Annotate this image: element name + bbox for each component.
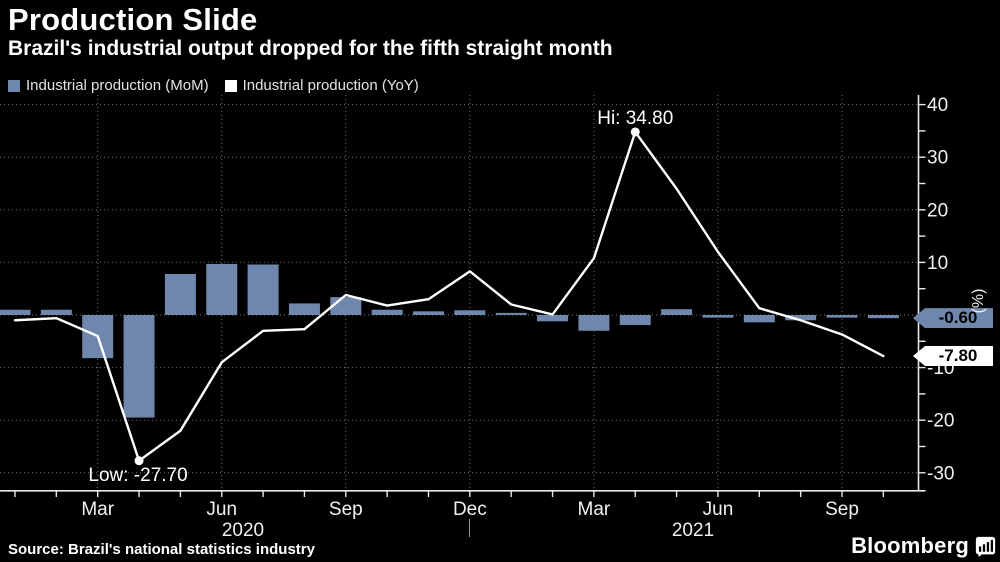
mom-bar-dec-2020 <box>454 310 486 315</box>
y-axis-unit-label: (%) <box>970 288 987 314</box>
low-annotation: Low: -27.70 <box>88 464 188 486</box>
source-note: Source: Brazil's national statistics ind… <box>8 541 315 558</box>
yoy-series-swatch <box>224 79 237 92</box>
x-axis-month-label: Jun <box>703 499 734 520</box>
x-axis-year-label: 2021 <box>672 520 714 541</box>
x-axis-year-label: 2020 <box>222 520 264 541</box>
mom-bar-jul-2020 <box>247 264 279 315</box>
mom-bar-jul-2021 <box>743 315 775 323</box>
mom-bar-feb-2020 <box>40 309 72 315</box>
legend-item-yoy: Industrial production (YoY) <box>224 77 419 94</box>
y-axis-label: 30 <box>927 148 948 169</box>
bloomberg-chart-icon <box>975 536 996 557</box>
mom-bar-may-2021 <box>661 309 693 315</box>
x-axis-month-label: Mar <box>578 499 611 520</box>
legend: Industrial production (MoM) Industrial p… <box>8 77 419 94</box>
low-marker-dot <box>134 456 144 466</box>
y-axis-label: -20 <box>927 411 954 432</box>
mom-bar-oct-2021 <box>867 315 899 319</box>
mom-bar-nov-2020 <box>413 311 444 315</box>
y-axis-label: 40 <box>927 95 948 116</box>
x-axis-month-label: Dec <box>453 499 487 520</box>
mom-bar-oct-2020 <box>371 309 403 315</box>
mom-bar-jan-2021 <box>495 312 527 315</box>
x-axis-month-label: Sep <box>329 499 363 520</box>
bloomberg-wordmark: Bloomberg <box>851 533 969 558</box>
mom-bar-feb-2021 <box>537 315 569 322</box>
x-axis-month-label: Jun <box>206 499 237 520</box>
x-axis-month-label: Mar <box>81 499 114 520</box>
mom-bar-sep-2020 <box>330 297 362 315</box>
y-axis-label: 20 <box>927 200 948 221</box>
hi-annotation: Hi: 34.80 <box>597 107 674 129</box>
mom-bar-sep-2021 <box>826 315 858 318</box>
bloomberg-logo: Bloomberg <box>851 533 996 559</box>
mom-bar-apr-2021 <box>619 315 651 325</box>
mom-bar-aug-2020 <box>288 303 320 315</box>
x-axis-month-label: Sep <box>825 499 859 520</box>
mom-series-swatch <box>8 79 20 92</box>
mom-bar-jan-2020 <box>0 309 31 315</box>
legend-label-yoy: Industrial production (YoY) <box>242 77 419 94</box>
page-title: Production Slide <box>8 2 258 37</box>
mom-bar-apr-2020 <box>123 315 155 418</box>
mom-bar-may-2020 <box>164 273 196 315</box>
yoy-line <box>13 130 885 462</box>
yoy-end-flag: -7.80 <box>913 346 993 367</box>
mom-bar-mar-2021 <box>578 315 610 331</box>
legend-label-mom: Industrial production (MoM) <box>26 77 209 94</box>
hi-marker-dot <box>630 127 640 137</box>
page-subtitle: Brazil's industrial output dropped for t… <box>8 37 613 60</box>
mom-bar-aug-2021 <box>785 315 817 321</box>
mom-bar-jun-2021 <box>702 315 734 318</box>
y-axis-label: -30 <box>927 463 954 484</box>
legend-item-mom: Industrial production (MoM) <box>8 77 209 94</box>
mom-end-flag: -0.60 <box>913 308 993 329</box>
mom-bar-jun-2020 <box>206 263 238 315</box>
y-axis-label: 10 <box>927 253 948 274</box>
